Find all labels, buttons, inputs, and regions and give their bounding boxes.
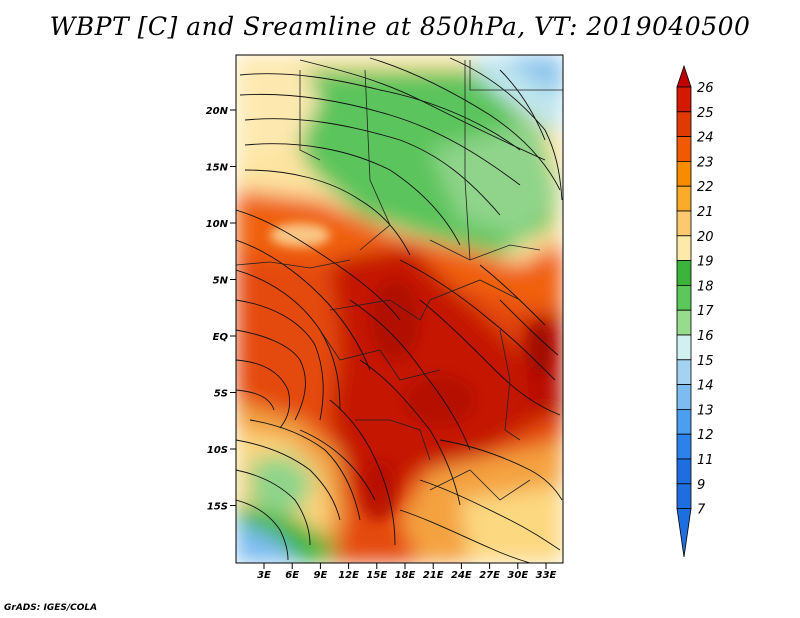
colorbar-label: 25 (697, 106, 714, 121)
colorbar-label: 15 (697, 354, 714, 369)
country-borders (236, 60, 563, 501)
lat-label: 5N (213, 276, 229, 287)
colorbar-segment (676, 284, 692, 311)
colorbar: 26 25 24 23 22 21 20 19 18 17 16 15 14 13 12 11 9 7 (676, 64, 714, 558)
longitude-axis: 3E 6E 9E 12E 15E 18E 21E 24E 27E 30E 33E (257, 563, 557, 581)
colorbar-segment (676, 359, 692, 385)
colorbar-label: 24 (697, 131, 714, 146)
colorbar-segment (676, 309, 692, 336)
colorbar-segment (676, 111, 692, 138)
lat-label: 10N (206, 219, 229, 230)
lon-label: 12E (338, 570, 359, 581)
colorbar-segment (676, 433, 692, 460)
lat-label: 5S (214, 389, 228, 400)
latitude-axis: 20N 15N 10N 5N EQ 5S 10S 15S (206, 106, 236, 513)
lon-label: 6E (285, 570, 299, 581)
map-frame (235, 54, 564, 564)
colorbar-label: 21 (697, 205, 714, 220)
grads-credit: GrADS: IGES/COLA (4, 603, 98, 613)
colorbar-segment (676, 160, 692, 187)
lat-label: 15S (207, 502, 228, 513)
colorbar-label: 11 (697, 453, 714, 468)
colorbar-label: 16 (697, 329, 714, 344)
lon-label: 33E (536, 570, 557, 581)
colorbar-label: 12 (697, 428, 714, 443)
colorbar-label: 20 (697, 230, 714, 245)
lon-label: 21E (423, 570, 444, 581)
colorbar-label: 14 (697, 379, 714, 394)
chart-title: WBPT [C] and Sreamline at 850hPa, VT: 20… (49, 12, 751, 41)
colorbar-segment (676, 483, 692, 509)
colorbar-segment (676, 384, 692, 410)
lon-label: 3E (257, 570, 271, 581)
colorbar-label: 19 (697, 255, 714, 270)
colorbar-segment (676, 210, 692, 237)
lon-label: 9E (314, 570, 328, 581)
colorbar-label: 17 (697, 304, 714, 319)
colorbar-label: 9 (697, 478, 705, 493)
colorbar-segment (676, 458, 692, 485)
wbpt-shading-field (236, 55, 563, 563)
lat-label: EQ (213, 332, 229, 343)
colorbar-segment (676, 334, 692, 361)
colorbar-label: 23 (697, 155, 714, 170)
colorbar-label: 26 (697, 81, 714, 96)
colorbar-label: 13 (697, 403, 714, 418)
lat-label: 10S (207, 445, 228, 456)
lat-label: 15N (206, 163, 229, 174)
lat-label: 20N (206, 106, 229, 117)
lon-label: 18E (395, 570, 416, 581)
colorbar-bottom-arrow (676, 508, 692, 558)
lon-label: 30E (507, 570, 528, 581)
lon-label: 15E (366, 570, 387, 581)
colorbar-segment (676, 136, 692, 162)
lon-label: 24E (451, 570, 472, 581)
colorbar-segment (676, 235, 692, 262)
colorbar-label: 7 (697, 503, 706, 518)
colorbar-label: 22 (697, 180, 714, 195)
colorbar-segment (676, 86, 692, 113)
colorbar-top-arrow (676, 64, 692, 88)
colorbar-label: 18 (697, 279, 714, 294)
colorbar-segment (676, 260, 692, 286)
colorbar-segment (676, 185, 692, 212)
colorbar-segment (676, 408, 692, 435)
lon-label: 27E (479, 570, 500, 581)
